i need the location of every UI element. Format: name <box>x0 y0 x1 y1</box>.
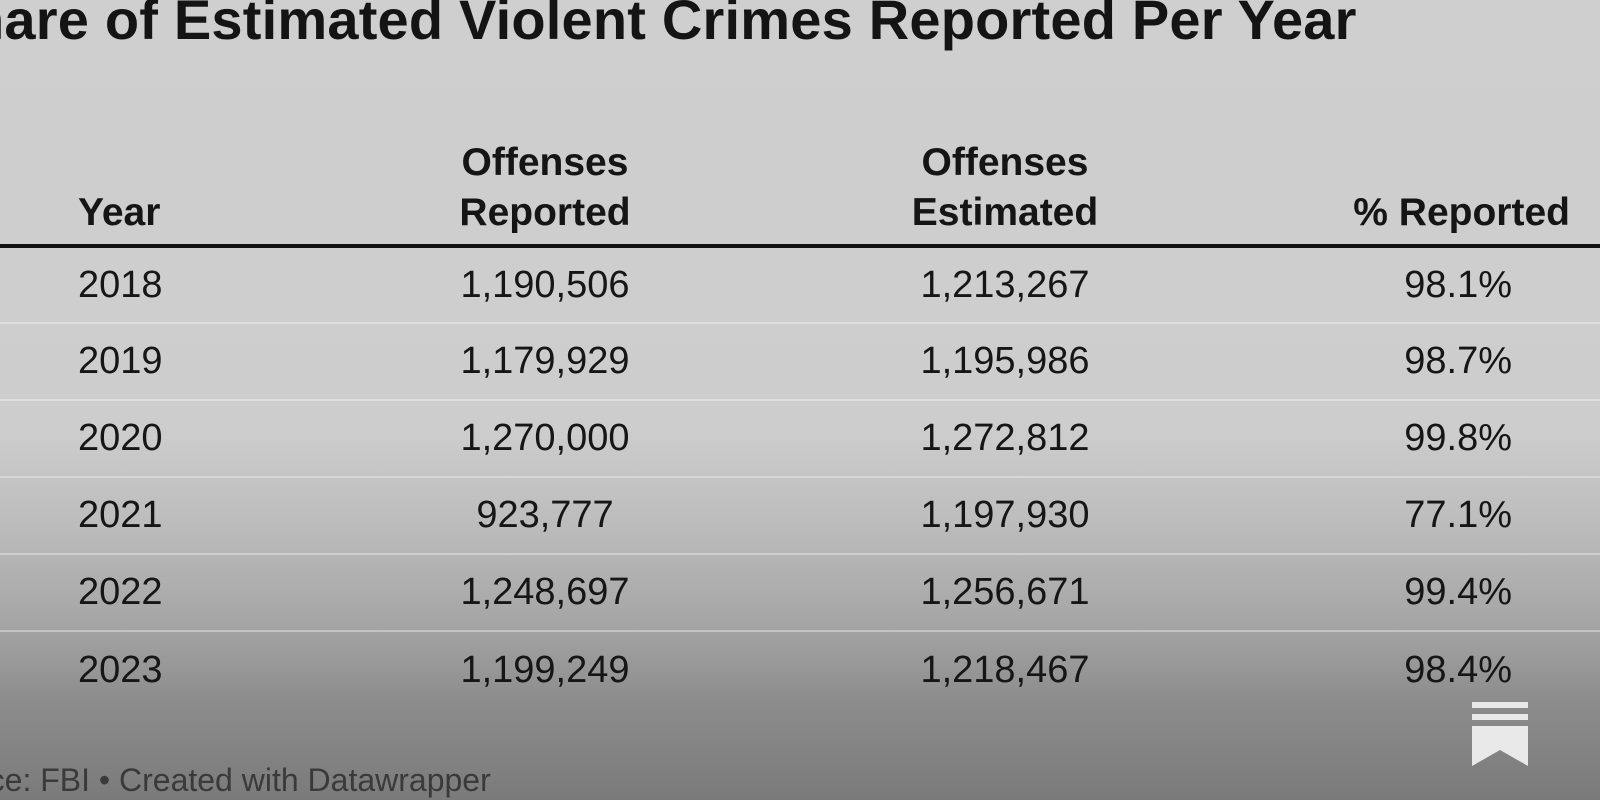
data-table: Year Offenses Reported Offenses Estimate… <box>0 128 1600 708</box>
cell-percent: 98.7% <box>1240 323 1600 401</box>
cell-year: 2019 <box>0 323 320 401</box>
cell-estimated: 1,272,812 <box>770 400 1240 478</box>
header-year-label: Year <box>78 191 161 234</box>
cell-reported: 1,270,000 <box>320 400 770 478</box>
chart-title: hare of Estimated Violent Crimes Reporte… <box>0 0 1357 51</box>
cell-reported: 1,248,697 <box>320 554 770 632</box>
cell-year: 2018 <box>0 246 320 324</box>
cell-estimated: 1,197,930 <box>770 477 1240 555</box>
header-row: Year Offenses Reported Offenses Estimate… <box>0 128 1600 248</box>
table-row: 2019 1,179,929 1,195,986 98.7% <box>0 323 1600 401</box>
header-year: Year <box>0 128 320 248</box>
header-percent-reported: % Reported <box>1240 128 1600 248</box>
header-offenses-reported: Offenses Reported <box>320 128 770 248</box>
table-row: 2023 1,199,249 1,218,467 98.4% <box>0 631 1600 708</box>
table-row: 2021 923,777 1,197,930 77.1% <box>0 477 1600 555</box>
cell-percent: 99.8% <box>1240 400 1600 478</box>
cell-year: 2023 <box>78 648 163 691</box>
header-estimated-line1: Offenses <box>921 141 1089 184</box>
header-reported-line2: Reported <box>459 191 631 234</box>
cell-estimated: 1,218,467 <box>920 648 1090 691</box>
table-row: 2022 1,248,697 1,256,671 99.4% <box>0 554 1600 632</box>
cell-estimated: 1,213,267 <box>770 246 1240 324</box>
table-row: 2020 1,270,000 1,272,812 99.8% <box>0 400 1600 478</box>
header-reported-line1: Offenses <box>461 141 629 184</box>
cell-reported: 923,777 <box>320 477 770 555</box>
cell-reported: 1,199,249 <box>460 648 630 691</box>
cell-estimated: 1,256,671 <box>770 554 1240 632</box>
table-row: 2018 1,190,506 1,213,267 98.1% <box>0 246 1600 324</box>
cell-reported: 1,190,506 <box>320 246 770 324</box>
header-offenses-estimated: Offenses Estimated <box>770 128 1240 248</box>
bookmark-icon-graphic <box>1472 702 1528 766</box>
cell-year: 2021 <box>0 477 320 555</box>
cell-reported: 1,179,929 <box>320 323 770 401</box>
header-estimated-line2: Estimated <box>911 191 1099 234</box>
header-pct-label: % Reported <box>1353 191 1570 234</box>
cell-estimated: 1,195,986 <box>770 323 1240 401</box>
cell-percent: 98.4% <box>1404 648 1512 691</box>
cell-year: 2022 <box>0 554 320 632</box>
bookmark-icon[interactable] <box>1472 702 1528 766</box>
cell-year: 2020 <box>0 400 320 478</box>
cell-percent: 77.1% <box>1240 477 1600 555</box>
cell-percent: 98.1% <box>1240 246 1600 324</box>
source-note: rce: FBI • Created with Datawrapper <box>0 762 491 798</box>
cell-percent: 99.4% <box>1240 554 1600 632</box>
